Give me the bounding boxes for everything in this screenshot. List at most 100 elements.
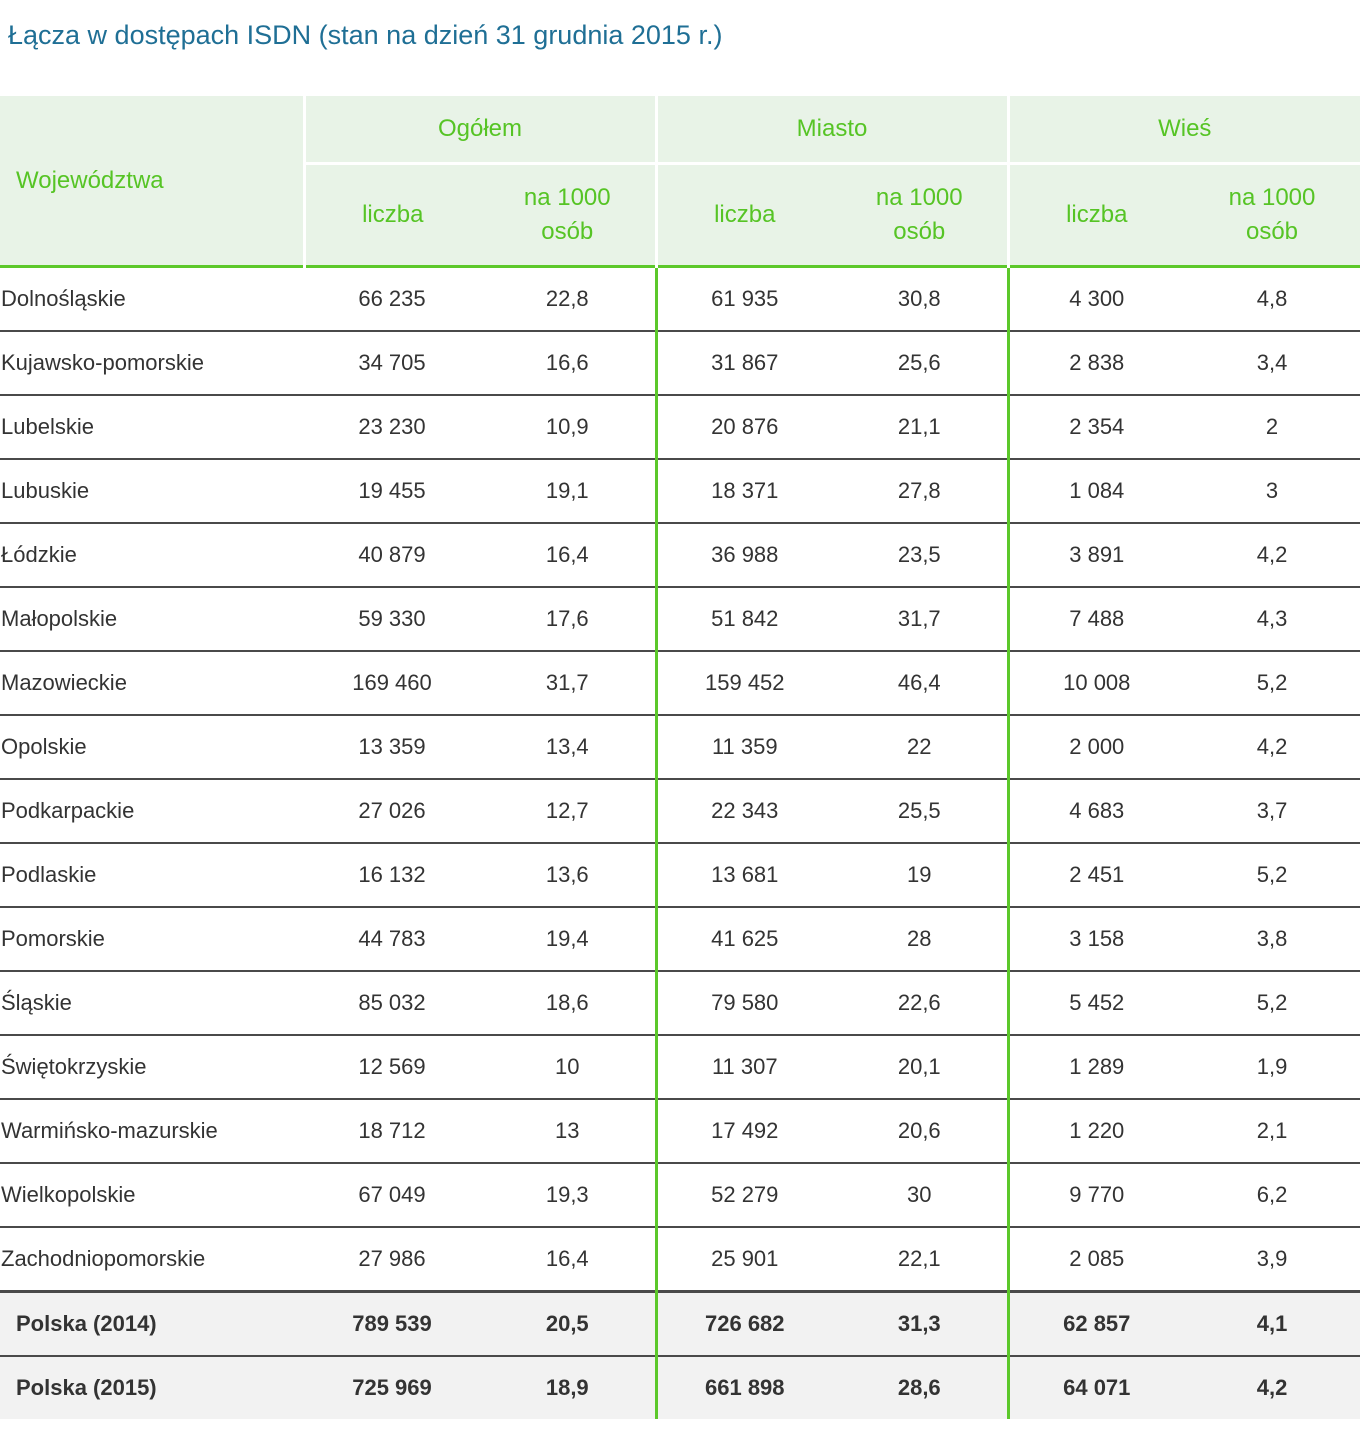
total-row: Polska (2014) 789 539 20,5 726 682 31,3 62 85… xyxy=(0,1290,1360,1357)
ogolem-per1000: 12,7 xyxy=(480,779,657,844)
miasto-per1000: 22 xyxy=(832,715,1009,780)
miasto-per1000: 22,1 xyxy=(832,1227,1009,1293)
wies-liczba: 3 891 xyxy=(1006,523,1185,588)
table-row: Wielkopolskie 67 049 19,3 52 279 30 9 770 6,2 xyxy=(0,1163,1360,1228)
voivodeship-name: Polska (2014) xyxy=(0,1290,304,1357)
ogolem-liczba: 789 539 xyxy=(304,1290,480,1357)
total-row: Polska (2015) 725 969 18,9 661 898 28,6 64 07… xyxy=(0,1356,1360,1419)
ogolem-per1000: 13,4 xyxy=(480,715,657,780)
wies-per1000: 3 xyxy=(1184,459,1360,524)
ogolem-liczba: 85 032 xyxy=(304,971,480,1036)
wies-per1000: 5,2 xyxy=(1184,843,1360,908)
voivodeship-name: Podkarpackie xyxy=(0,779,304,844)
table-row: Świętokrzyskie 12 569 10 11 307 20,1 1 289 1,9 xyxy=(0,1035,1360,1100)
wies-liczba: 4 300 xyxy=(1006,266,1185,332)
ogolem-per1000: 22,8 xyxy=(480,266,657,332)
ogolem-per1000: 13,6 xyxy=(480,843,657,908)
voivodeship-name: Wielkopolskie xyxy=(0,1163,304,1228)
isdn-table: Województwa Ogółem Miasto Wieś liczba na… xyxy=(0,96,1360,1419)
voivodeship-name: Zachodniopomorskie xyxy=(0,1227,304,1293)
voivodeship-name: Łódzkie xyxy=(0,523,304,588)
table-row: Śląskie 85 032 18,6 79 580 22,6 5 452 5,2 xyxy=(0,971,1360,1036)
miasto-liczba: 51 842 xyxy=(654,587,833,652)
table-row: Opolskie 13 359 13,4 11 359 22 2 000 4,2 xyxy=(0,715,1360,780)
wies-per1000: 5,2 xyxy=(1184,651,1360,716)
wies-per1000: 4,2 xyxy=(1184,1356,1360,1419)
voivodeship-name: Pomorskie xyxy=(0,907,304,972)
miasto-liczba: 661 898 xyxy=(654,1356,833,1419)
ogolem-per1000: 19,3 xyxy=(480,1163,657,1228)
miasto-per1000: 46,4 xyxy=(832,651,1009,716)
ogolem-per1000: 16,4 xyxy=(480,1227,657,1293)
ogolem-liczba: 67 049 xyxy=(304,1163,480,1228)
miasto-liczba: 17 492 xyxy=(654,1099,833,1164)
header-per1000: na 1000 osób xyxy=(480,163,657,267)
miasto-liczba: 159 452 xyxy=(654,651,833,716)
wies-per1000: 4,8 xyxy=(1184,266,1360,332)
ogolem-liczba: 44 783 xyxy=(304,907,480,972)
wies-liczba: 5 452 xyxy=(1006,971,1185,1036)
page-title: Łącza w dostępach ISDN (stan na dzień 31… xyxy=(8,20,723,50)
header-liczba: liczba xyxy=(1006,163,1185,267)
header-liczba: liczba xyxy=(302,163,480,267)
header-group-miasto: Miasto xyxy=(654,96,1009,165)
wies-per1000: 4,2 xyxy=(1184,715,1360,780)
header-per1000: na 1000 osób xyxy=(1184,163,1360,267)
ogolem-liczba: 18 712 xyxy=(304,1099,480,1164)
wies-liczba: 7 488 xyxy=(1006,587,1185,652)
ogolem-per1000: 18,6 xyxy=(480,971,657,1036)
wies-per1000: 3,7 xyxy=(1184,779,1360,844)
table-row: Lubelskie 23 230 10,9 20 876 21,1 2 354 2 xyxy=(0,395,1360,460)
ogolem-liczba: 725 969 xyxy=(304,1356,480,1419)
miasto-liczba: 79 580 xyxy=(654,971,833,1036)
ogolem-per1000: 17,6 xyxy=(480,587,657,652)
ogolem-liczba: 23 230 xyxy=(304,395,480,460)
wies-liczba: 2 354 xyxy=(1006,395,1185,460)
header-group-ogolem: Ogółem xyxy=(304,96,657,165)
miasto-liczba: 41 625 xyxy=(654,907,833,972)
header-wojewodztwa: Województwa xyxy=(0,96,306,267)
ogolem-liczba: 34 705 xyxy=(304,331,480,396)
table-row: Podlaskie 16 132 13,6 13 681 19 2 451 5,2 xyxy=(0,843,1360,908)
ogolem-liczba: 13 359 xyxy=(304,715,480,780)
miasto-per1000: 31,7 xyxy=(832,587,1009,652)
miasto-per1000: 28 xyxy=(832,907,1009,972)
wies-per1000: 4,3 xyxy=(1184,587,1360,652)
wies-liczba: 2 838 xyxy=(1006,331,1185,396)
ogolem-per1000: 19,4 xyxy=(480,907,657,972)
miasto-liczba: 25 901 xyxy=(654,1227,833,1293)
wies-liczba: 10 008 xyxy=(1006,651,1185,716)
header-group-wies: Wieś xyxy=(1006,96,1360,165)
table-row: Kujawsko-pomorskie 34 705 16,6 31 867 25,6 2 … xyxy=(0,331,1360,396)
table-row: Pomorskie 44 783 19,4 41 625 28 3 158 3,8 xyxy=(0,907,1360,972)
miasto-per1000: 22,6 xyxy=(832,971,1009,1036)
ogolem-liczba: 19 455 xyxy=(304,459,480,524)
table-row: Dolnośląskie 66 235 22,8 61 935 30,8 4 300 4,8 xyxy=(0,266,1360,332)
voivodeship-name: Opolskie xyxy=(0,715,304,780)
ogolem-liczba: 59 330 xyxy=(304,587,480,652)
wies-per1000: 3,4 xyxy=(1184,331,1360,396)
voivodeship-name: Lubuskie xyxy=(0,459,304,524)
miasto-per1000: 23,5 xyxy=(832,523,1009,588)
miasto-liczba: 36 988 xyxy=(654,523,833,588)
miasto-per1000: 25,6 xyxy=(832,331,1009,396)
miasto-liczba: 61 935 xyxy=(654,266,833,332)
wies-per1000: 4,2 xyxy=(1184,523,1360,588)
ogolem-per1000: 20,5 xyxy=(480,1290,657,1357)
wies-per1000: 5,2 xyxy=(1184,971,1360,1036)
miasto-per1000: 19 xyxy=(832,843,1009,908)
voivodeship-name: Kujawsko-pomorskie xyxy=(0,331,304,396)
wies-liczba: 2 451 xyxy=(1006,843,1185,908)
wies-liczba: 64 071 xyxy=(1006,1356,1185,1419)
wies-liczba: 3 158 xyxy=(1006,907,1185,972)
miasto-liczba: 726 682 xyxy=(654,1290,833,1357)
ogolem-per1000: 13 xyxy=(480,1099,657,1164)
table-row: Zachodniopomorskie 27 986 16,4 25 901 22,1 2 … xyxy=(0,1227,1360,1293)
ogolem-liczba: 40 879 xyxy=(304,523,480,588)
miasto-per1000: 30,8 xyxy=(832,266,1009,332)
table-row: Podkarpackie 27 026 12,7 22 343 25,5 4 683 3,7 xyxy=(0,779,1360,844)
voivodeship-name: Małopolskie xyxy=(0,587,304,652)
miasto-per1000: 21,1 xyxy=(832,395,1009,460)
miasto-liczba: 20 876 xyxy=(654,395,833,460)
wies-per1000: 3,8 xyxy=(1184,907,1360,972)
